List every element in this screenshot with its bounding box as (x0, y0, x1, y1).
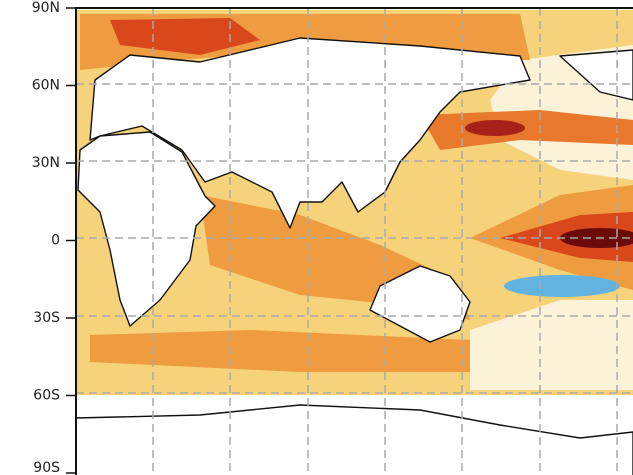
lat-axis: 90N 60N 30N 0 30S 60S 90S (32, 0, 76, 475)
grid-lines (76, 8, 633, 475)
anomaly-high (110, 18, 260, 55)
lat-label: 90S (33, 460, 60, 475)
anomaly-high (465, 120, 525, 136)
lat-label: 90N (32, 0, 60, 16)
lat-label: 60N (32, 78, 60, 94)
lat-label: 60S (33, 388, 60, 404)
north-america (559, 49, 633, 101)
grid (76, 8, 633, 475)
anomaly-mid (420, 110, 633, 150)
anomaly-negative (504, 275, 620, 297)
australia (369, 265, 471, 343)
lat-label: 30S (33, 310, 60, 326)
anomaly-neutral (470, 300, 633, 390)
lat-label: 30N (32, 155, 60, 171)
map-area (76, 8, 633, 475)
africa (77, 131, 216, 327)
anomaly-mid (90, 330, 470, 372)
lat-label: 0 (51, 233, 60, 249)
plot-frame (75, 7, 633, 475)
